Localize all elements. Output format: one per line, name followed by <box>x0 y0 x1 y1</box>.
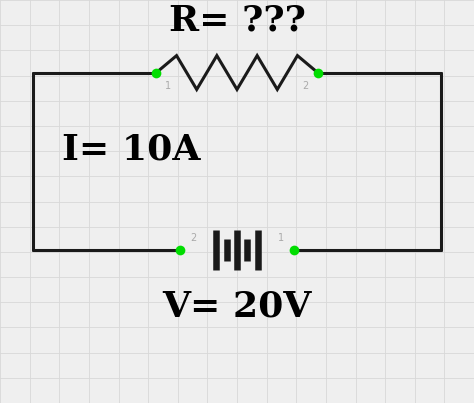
Text: 2: 2 <box>190 233 197 243</box>
Text: R= ???: R= ??? <box>169 3 305 37</box>
Text: V= 20V: V= 20V <box>162 289 312 323</box>
Text: 1: 1 <box>278 233 283 243</box>
Text: 1: 1 <box>165 81 171 91</box>
Text: 2: 2 <box>302 81 309 91</box>
Text: I= 10A: I= 10A <box>62 132 200 166</box>
